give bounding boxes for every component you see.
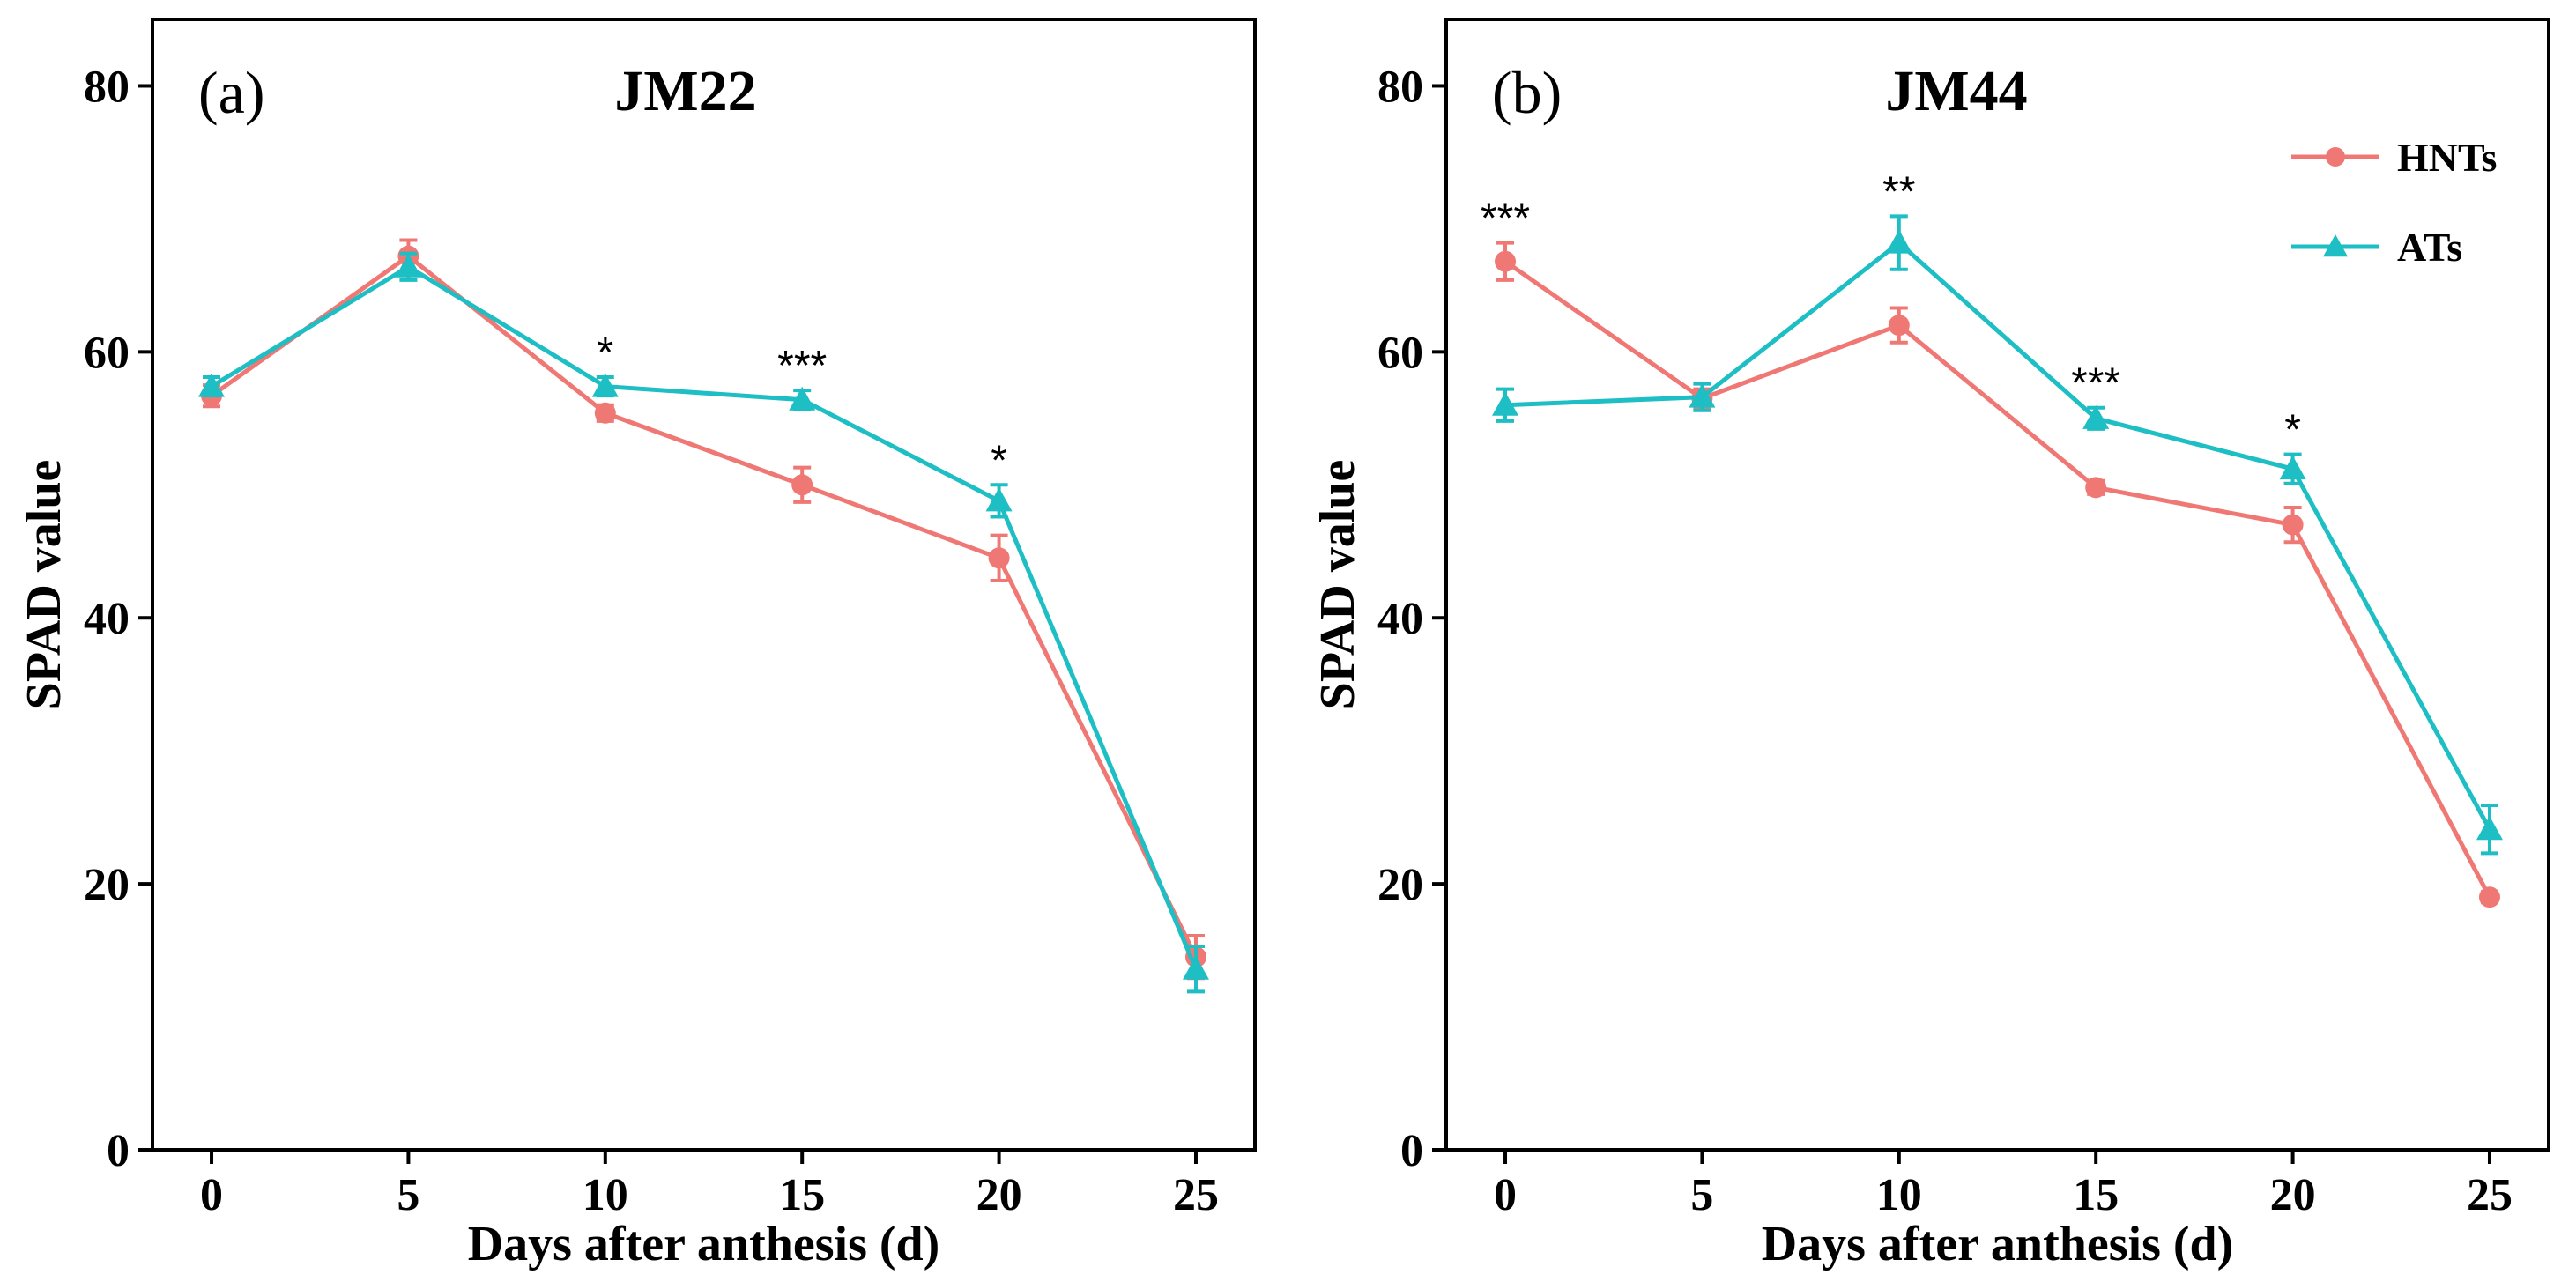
x-tick-label: 0 (1494, 1170, 1517, 1220)
panel-b: 0 20 40 60 80 0 5 10 15 20 25 Days after anthesis (… (1310, 18, 2550, 1271)
series-line (210, 263, 1199, 970)
panel-label: (a) (198, 59, 264, 126)
x-tick-label: 25 (1173, 1170, 1219, 1220)
data-point (2282, 514, 2304, 536)
data-point (1495, 250, 1517, 272)
x-tick-label: 15 (2073, 1170, 2119, 1220)
series-line (210, 253, 1199, 959)
x-tick-label: 5 (397, 1170, 419, 1220)
y-tick-label: 40 (84, 594, 130, 644)
y-tick-label: 80 (84, 62, 130, 112)
significance-label: *** (777, 343, 827, 389)
significance-label: * (991, 437, 1007, 484)
y-tick-label: 60 (84, 328, 130, 378)
y-tick-label: 0 (1400, 1126, 1423, 1176)
x-tick-label: 25 (2467, 1170, 2513, 1220)
plot-frame (151, 18, 1257, 1152)
y-tick-label: 20 (1377, 860, 1423, 910)
series-ats (198, 251, 1209, 994)
panel-title: JM44 (1885, 59, 2027, 123)
y-axis-title: SPAD value (17, 460, 71, 710)
series-line (1504, 240, 2492, 831)
data-point (2476, 816, 2503, 841)
data-point (2279, 456, 2306, 480)
data-point (1182, 955, 1209, 980)
data-point (591, 373, 619, 397)
y-tick-label: 80 (1377, 62, 1423, 112)
data-point (1689, 383, 1716, 408)
data-point (1888, 315, 1910, 337)
legend-marker (2323, 234, 2348, 257)
significance-label: ** (1882, 168, 1915, 215)
data-point (988, 547, 1010, 569)
panel-title: JM22 (614, 59, 756, 123)
x-tick-label: 10 (1876, 1170, 1922, 1220)
series-line (1503, 259, 2492, 899)
y-tick-label: 20 (84, 860, 130, 910)
legend-label: ATs (2397, 225, 2462, 270)
significance-label: * (2284, 407, 2301, 454)
data-point (198, 373, 226, 397)
data-point (789, 386, 816, 411)
data-point (791, 474, 813, 496)
x-tick-label: 20 (2270, 1170, 2316, 1220)
y-tick-label: 60 (1377, 328, 1423, 378)
panel-a: 0 20 40 60 80 0 5 10 15 20 25 Days after anthesis (… (17, 18, 1257, 1271)
x-tick-label: 20 (976, 1170, 1022, 1220)
x-axis-title: Days after anthesis (d) (468, 1217, 940, 1271)
significance-label: * (597, 330, 613, 376)
data-point (1492, 391, 1519, 416)
data-point (2082, 404, 2110, 429)
data-point (2478, 886, 2500, 908)
panel-label: (b) (1492, 59, 1562, 126)
data-point (985, 487, 1013, 512)
y-axis-title: SPAD value (1310, 460, 1365, 710)
plot-frame (1444, 18, 2550, 1152)
x-tick-label: 15 (779, 1170, 825, 1220)
x-tick-label: 5 (1690, 1170, 1713, 1220)
data-point (1885, 229, 1912, 254)
significance-label: *** (2071, 360, 2120, 407)
x-tick-label: 0 (200, 1170, 223, 1220)
legend-label: HNTs (2397, 135, 2497, 180)
data-point (2085, 477, 2107, 499)
legend: HNTs ATs (2291, 135, 2497, 270)
legend-marker (2326, 147, 2345, 167)
x-axis-title: Days after anthesis (d) (1762, 1217, 2234, 1271)
significance-label: *** (1481, 196, 1530, 242)
series-hnts (201, 238, 1206, 981)
data-point (395, 253, 422, 278)
data-point (594, 402, 616, 424)
y-tick-label: 0 (107, 1126, 130, 1176)
y-tick-label: 40 (1377, 594, 1423, 644)
x-tick-label: 10 (583, 1170, 628, 1220)
series-ats (1492, 214, 2503, 856)
